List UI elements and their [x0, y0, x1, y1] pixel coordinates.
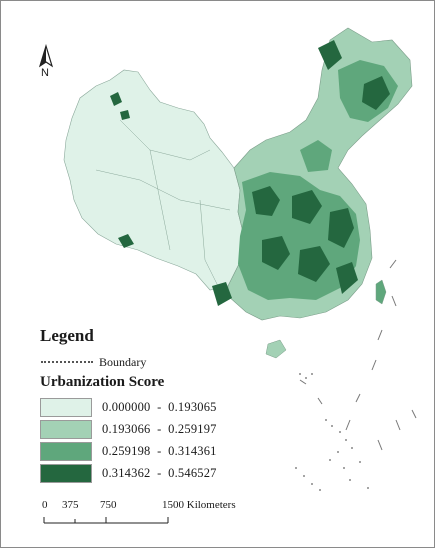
boundary-line-1	[119, 119, 211, 161]
map-region-west	[63, 69, 245, 291]
scale-label-750: 750	[100, 499, 117, 511]
legend-range-label: 0.259198 - 0.314361	[102, 444, 217, 458]
legend-range-label: 0.000000 - 0.193065	[102, 400, 217, 414]
boundary-line-3	[149, 149, 171, 251]
north-letter: N	[41, 67, 49, 79]
boundary-line-symbol	[41, 361, 93, 363]
map-cluster-high-2	[292, 190, 322, 224]
legend-range-label: 0.314362 - 0.546527	[102, 466, 217, 480]
legend-range-label: 0.193066 - 0.259197	[102, 422, 217, 436]
scale-label-375: 375	[62, 499, 79, 511]
legend-class-row: 0.259198 - 0.314361	[40, 441, 217, 462]
map-cluster-mid-3	[300, 140, 332, 172]
legend-swatch	[40, 464, 92, 483]
boundary-label: Boundary	[99, 354, 147, 369]
boundary-line-4	[199, 199, 219, 287]
map-cluster-high-7	[362, 76, 390, 110]
map-hainan	[265, 339, 287, 359]
map-cluster-high-3	[328, 208, 354, 248]
scale-bar-graphic	[43, 517, 169, 524]
boundary-line-2	[95, 169, 231, 211]
map-cluster-high-5	[298, 246, 330, 282]
map-sea-islands	[295, 373, 369, 491]
legend-class-row: 0.314362 - 0.546527	[40, 463, 217, 484]
map-cluster-high-1	[252, 186, 280, 216]
map-spot-3	[118, 234, 134, 248]
legend-class-row: 0.193066 - 0.259197	[40, 419, 217, 440]
scale-label-1500: 1500 Kilometers	[162, 499, 236, 511]
legend-swatch	[40, 398, 92, 417]
legend-classes: 0.000000 - 0.193065 0.193066 - 0.259197 0.…	[40, 397, 217, 485]
map-cluster-high-4	[262, 236, 290, 270]
urbanization-score-title: Urbanization Score	[40, 374, 165, 390]
legend-swatch	[40, 420, 92, 439]
map-spot-2	[120, 110, 130, 120]
map-cluster-high-9	[212, 282, 232, 306]
map-spot-1	[110, 92, 122, 106]
scale-label-0: 0	[42, 499, 48, 511]
map-sea-boundary-dashes	[299, 259, 417, 451]
map-taiwan	[375, 279, 387, 305]
map-cluster-high-8	[318, 40, 342, 70]
legend-class-row: 0.000000 - 0.193065	[40, 397, 217, 418]
north-arrow-icon	[38, 44, 54, 68]
legend-swatch	[40, 442, 92, 461]
legend-title: Legend	[40, 326, 94, 345]
map-cluster-high-6	[336, 262, 358, 294]
scale-bar: 0 375 750 1500 Kilometers	[40, 499, 250, 529]
legend-boundary-row: Boundary	[41, 355, 146, 369]
